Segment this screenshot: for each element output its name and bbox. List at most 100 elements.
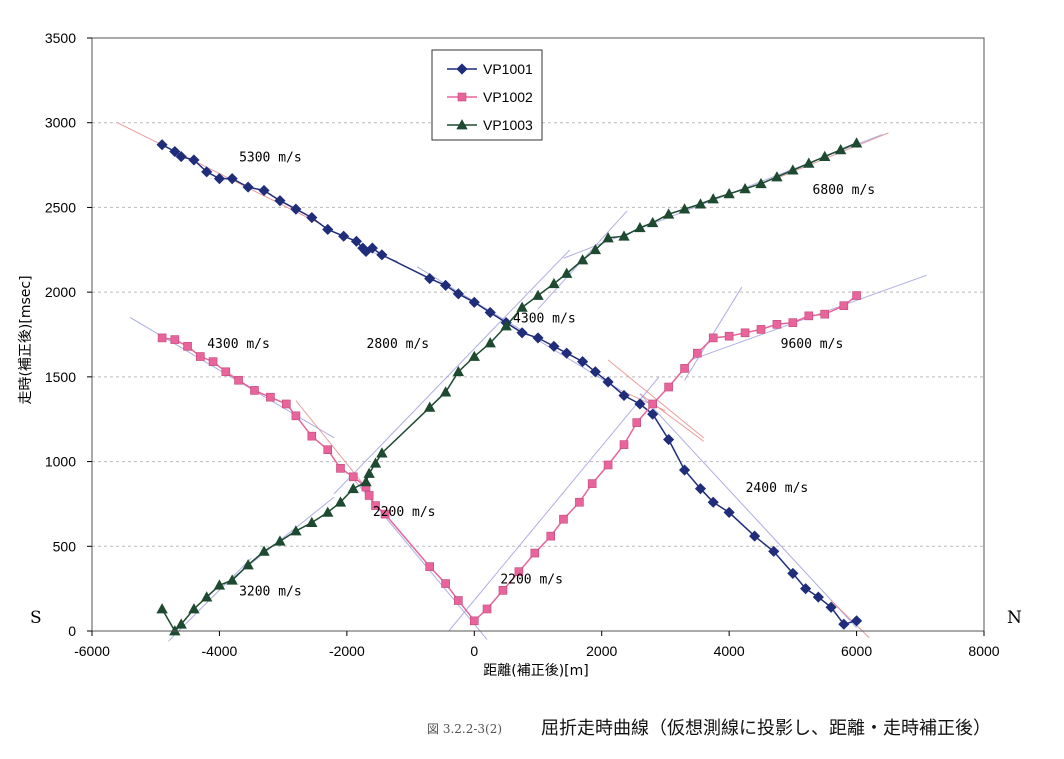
- x-tick-label: 2000: [586, 643, 617, 659]
- data-point: [749, 530, 761, 542]
- y-tick-label: 3500: [45, 30, 76, 46]
- data-point: [347, 482, 359, 494]
- velocity-label: 2400 m/s: [746, 481, 809, 496]
- data-point: [618, 389, 630, 402]
- fit-line: [295, 400, 373, 496]
- data-point: [258, 545, 270, 556]
- data-point: [678, 203, 691, 214]
- data-point: [175, 151, 187, 163]
- data-point: [768, 545, 780, 557]
- data-point: [221, 367, 231, 377]
- data-point: [707, 193, 719, 204]
- data-point: [851, 615, 863, 627]
- y-tick-label: 500: [53, 538, 77, 554]
- data-point: [852, 291, 861, 300]
- fit-line: [448, 376, 660, 632]
- figure-number: 図 3.2.2-3(2): [427, 722, 502, 736]
- data-point: [788, 318, 798, 327]
- data-point: [322, 223, 334, 236]
- y-tick-label: 0: [68, 623, 76, 639]
- y-tick-label: 1000: [45, 454, 76, 470]
- data-point: [322, 506, 334, 517]
- data-point: [266, 392, 275, 402]
- y-tick-label: 3000: [45, 115, 76, 131]
- data-point: [530, 548, 540, 558]
- legend: VP1001 VP1002 VP1003: [431, 49, 543, 141]
- fit-line: [333, 249, 571, 495]
- velocity-label: 4300 m/s: [207, 337, 270, 352]
- north-label: N: [1007, 608, 1022, 628]
- x-tick-label: -2000: [329, 643, 365, 659]
- data-point: [680, 364, 689, 373]
- data-point: [484, 337, 496, 348]
- data-point: [803, 157, 815, 168]
- data-point: [800, 583, 812, 595]
- y-tick-label: 2000: [45, 284, 76, 300]
- data-point: [306, 212, 318, 224]
- data-point: [619, 440, 629, 449]
- data-point: [825, 601, 837, 613]
- velocity-label: 3200 m/s: [239, 584, 302, 599]
- data-point: [425, 562, 434, 571]
- data-point: [575, 497, 584, 507]
- data-point: [482, 604, 492, 614]
- data-point: [188, 154, 200, 166]
- data-point: [376, 249, 388, 261]
- data-point: [647, 216, 659, 228]
- data-point: [694, 198, 707, 209]
- y-axis-title: 走時(補正後)[msec]: [18, 275, 34, 404]
- data-point: [226, 173, 238, 185]
- data-point: [290, 525, 302, 536]
- data-point: [694, 483, 707, 495]
- data-point: [350, 235, 362, 247]
- data-point: [336, 464, 345, 473]
- data-point: [603, 460, 613, 470]
- data-point: [226, 574, 238, 585]
- x-tick-label: 4000: [714, 643, 745, 659]
- data-point: [201, 591, 213, 602]
- data-point: [250, 386, 259, 395]
- series-group: [156, 137, 863, 636]
- data-point: [213, 579, 226, 590]
- data-point: [587, 479, 597, 488]
- x-tick-label: 6000: [841, 643, 872, 659]
- data-point: [662, 208, 675, 219]
- data-point: [756, 325, 766, 334]
- data-point: [196, 352, 205, 361]
- data-point: [514, 567, 524, 577]
- velocity-label: 4300 m/s: [513, 312, 576, 327]
- data-point: [208, 357, 218, 366]
- data-point: [755, 177, 767, 189]
- data-point: [546, 531, 556, 541]
- data-point: [559, 514, 568, 524]
- legend-marker: [457, 92, 467, 102]
- data-point: [258, 184, 270, 197]
- data-point: [602, 232, 614, 243]
- figure-caption: 屈折走時曲線（仮想測線に投影し、距離・走時補正後）: [541, 718, 991, 739]
- data-point: [169, 145, 181, 158]
- data-point: [632, 418, 642, 427]
- data-point: [618, 230, 630, 241]
- velocity-label: 6800 m/s: [813, 183, 876, 198]
- data-point: [634, 221, 646, 233]
- velocity-label: 2800 m/s: [367, 337, 430, 352]
- data-point: [516, 327, 528, 339]
- data-point: [323, 445, 333, 455]
- data-point: [439, 386, 452, 397]
- data-point: [242, 181, 254, 193]
- data-point: [561, 347, 573, 359]
- data-point: [723, 188, 735, 199]
- data-point: [306, 516, 318, 527]
- data-point: [156, 139, 168, 151]
- data-point: [424, 273, 436, 285]
- data-point: [834, 143, 847, 155]
- south-label: S: [30, 608, 42, 628]
- data-point: [812, 591, 824, 603]
- y-tick-label: 1500: [45, 369, 76, 385]
- axes: 0 500 1000 1500 2000 2500 3000 3500 -6000 -4000 -2…: [45, 30, 1000, 659]
- data-point: [819, 150, 831, 162]
- legend-marker: [456, 119, 468, 130]
- data-point: [820, 309, 830, 319]
- x-tick-label: -4000: [202, 643, 238, 659]
